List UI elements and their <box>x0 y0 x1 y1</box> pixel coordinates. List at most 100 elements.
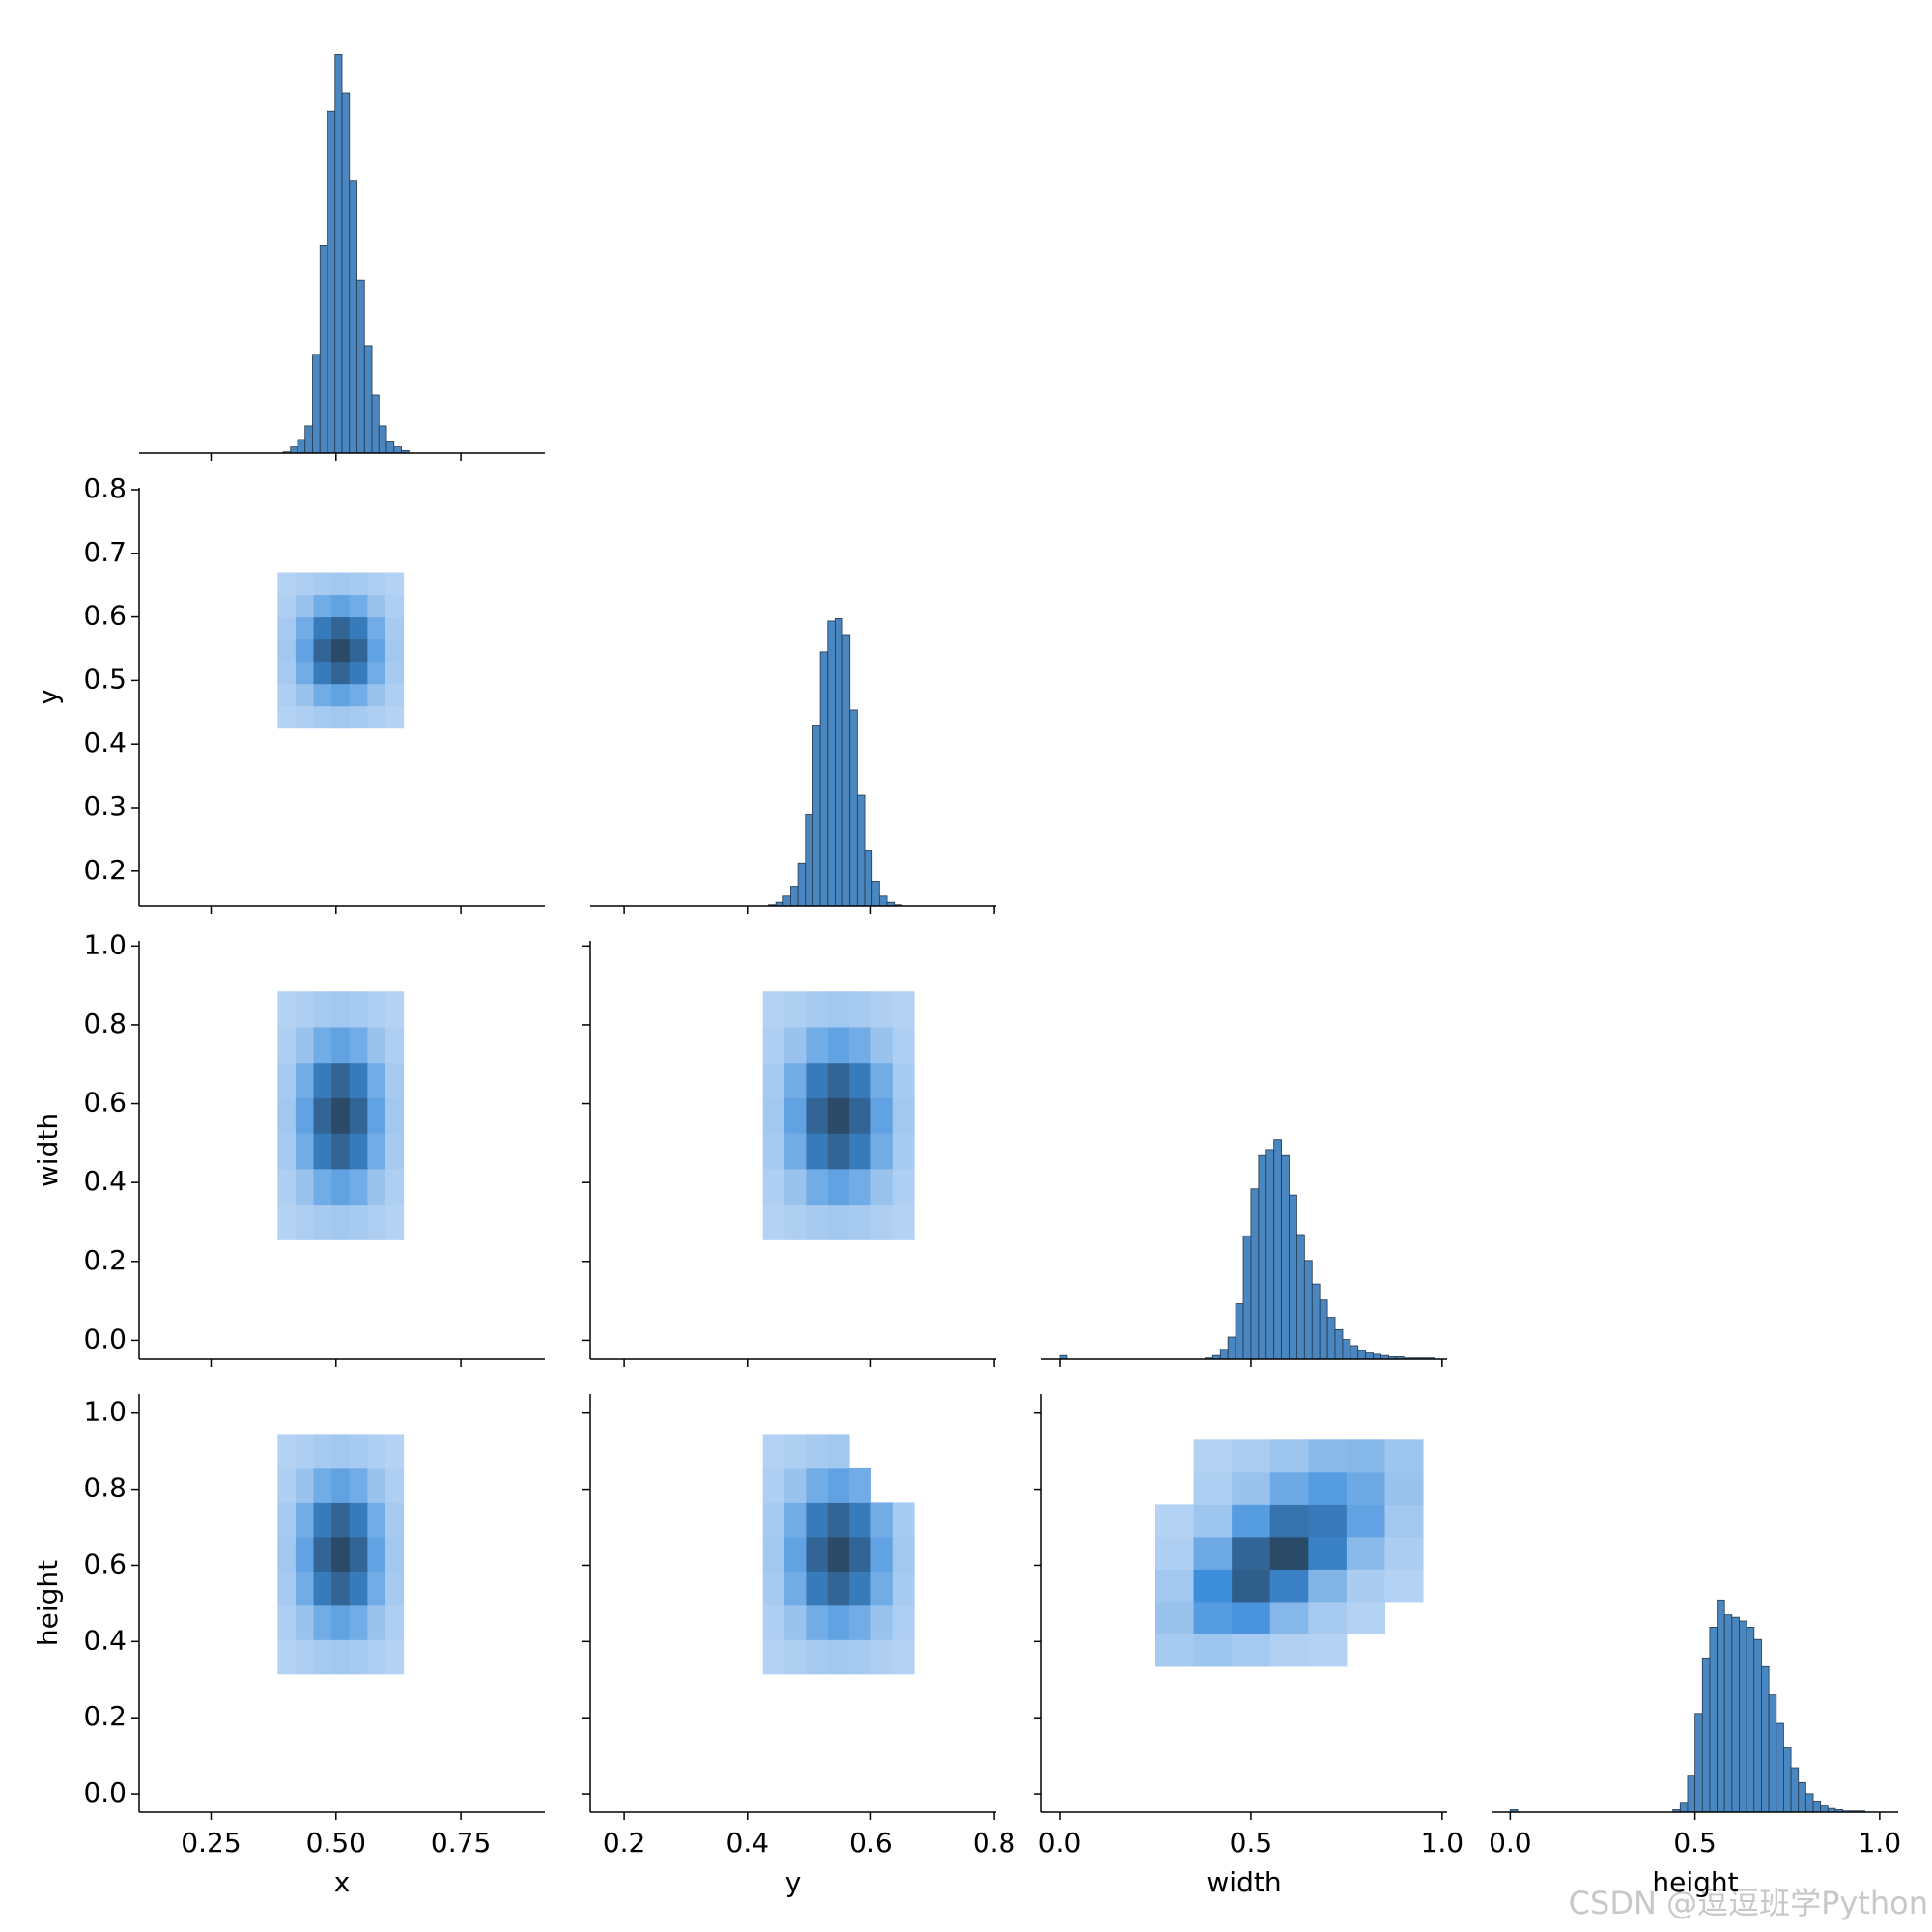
heat-cell <box>277 1133 297 1170</box>
heat-cell <box>349 616 368 640</box>
hist-bar <box>1303 1260 1313 1360</box>
heat-cell <box>806 1204 829 1240</box>
y-axis-label: y <box>32 689 64 705</box>
hist-bar <box>385 441 395 454</box>
heat-cell <box>331 572 351 596</box>
heat-cell <box>1155 1439 1194 1472</box>
heat-cell <box>349 1097 368 1134</box>
hist-bar <box>297 439 306 454</box>
hist-bar <box>327 110 336 454</box>
heat-cell <box>892 991 915 1028</box>
plot-area <box>277 54 1865 1813</box>
y-tick-label: 0.2 <box>83 854 127 886</box>
heat-cell <box>367 1434 386 1469</box>
hist-bar <box>1783 1747 1792 1813</box>
heat-cell <box>870 1434 893 1468</box>
heat-cell <box>331 1133 351 1170</box>
heat-cell <box>827 1097 850 1134</box>
hist-bar <box>393 446 402 454</box>
heat-cell <box>892 1204 915 1240</box>
heat-cell <box>827 1026 850 1064</box>
heat-cell <box>849 1204 871 1240</box>
hist-bar <box>1753 1638 1762 1813</box>
hist-bar <box>312 354 321 454</box>
heat-cell <box>870 1571 894 1606</box>
hist-bar <box>1746 1627 1755 1813</box>
heat-cell <box>277 683 297 707</box>
heat-cell <box>806 1434 829 1469</box>
heat-cell <box>806 1133 829 1170</box>
heat-cell <box>277 1204 297 1240</box>
heat-cell <box>1269 1601 1309 1634</box>
hist-bar <box>1334 1328 1344 1360</box>
heat-cell <box>385 1639 405 1675</box>
hist-bar <box>1701 1657 1711 1813</box>
hist-bar <box>1273 1139 1282 1360</box>
x-tick-label: 0.0 <box>1489 1827 1532 1859</box>
x-axis-label: height <box>1652 1866 1738 1898</box>
heat-cell <box>1308 1601 1348 1634</box>
hist-bar <box>356 279 365 454</box>
hist-bar <box>819 651 829 907</box>
heat-cell <box>784 991 807 1028</box>
heat-cell <box>784 1204 807 1240</box>
heat-cell <box>385 1571 405 1606</box>
heat-cell <box>313 661 332 685</box>
heat-cell <box>806 1097 829 1134</box>
heat-cell <box>295 661 315 685</box>
heat-cell <box>806 1605 829 1640</box>
heat-cell <box>385 594 405 618</box>
heat-cell <box>849 1434 871 1468</box>
heat-cell <box>331 1168 351 1206</box>
heat-cell <box>367 991 386 1028</box>
heat-cell <box>784 1168 807 1206</box>
y-tick-label: 0.0 <box>83 1322 127 1354</box>
hist-bar <box>1776 1722 1784 1813</box>
heat-cell <box>313 705 332 729</box>
hist-bar <box>1258 1154 1267 1360</box>
heat-cell <box>349 1133 368 1170</box>
hist-bar <box>1350 1345 1359 1360</box>
y-tick-label: 0.2 <box>83 1244 127 1276</box>
heat-cell <box>1346 1504 1385 1538</box>
x-axis-label: width <box>1207 1866 1281 1898</box>
heat-cell <box>385 639 405 663</box>
heat-cell <box>784 1026 807 1064</box>
heat-cell <box>1384 1536 1424 1570</box>
x-tick-label: 1.0 <box>1421 1827 1464 1859</box>
heat-cell <box>827 1571 850 1606</box>
heat-cell <box>893 1468 915 1503</box>
heat-cell <box>385 1097 405 1134</box>
heat-cell <box>784 1571 807 1606</box>
heat-cell <box>762 1434 785 1469</box>
heat-cell <box>349 1467 368 1503</box>
heat-cell <box>295 1639 315 1675</box>
heat-cell <box>849 1502 871 1538</box>
heat-cell <box>331 1502 351 1538</box>
heat-cell <box>331 661 351 685</box>
heat-cell <box>1308 1471 1348 1505</box>
heat-cell <box>870 1026 894 1064</box>
heat-cell <box>1346 1439 1385 1473</box>
heat-cell <box>349 1434 368 1469</box>
heat-cell <box>1232 1471 1271 1505</box>
heat-cell <box>1308 1536 1348 1570</box>
heat-cell <box>385 991 405 1028</box>
heat-cell <box>870 1168 894 1206</box>
heat-cell <box>827 1062 850 1098</box>
heat-cell <box>367 683 386 707</box>
heat-cell <box>870 1468 893 1503</box>
heat-cell <box>806 1536 829 1572</box>
hist-bar <box>805 814 813 907</box>
y-tick-label: 0.0 <box>83 1776 127 1808</box>
x-tick-label: 0.8 <box>973 1827 1016 1859</box>
heat-cell <box>295 1605 315 1640</box>
heat-cell <box>892 1502 915 1538</box>
heat-cell <box>367 616 386 640</box>
heat-cell <box>892 1605 915 1640</box>
heat-cell <box>385 1434 405 1469</box>
heat-cell <box>367 1467 386 1503</box>
x-tick-label: 0.5 <box>1230 1827 1273 1859</box>
y-tick-label: 0.8 <box>83 1472 127 1504</box>
